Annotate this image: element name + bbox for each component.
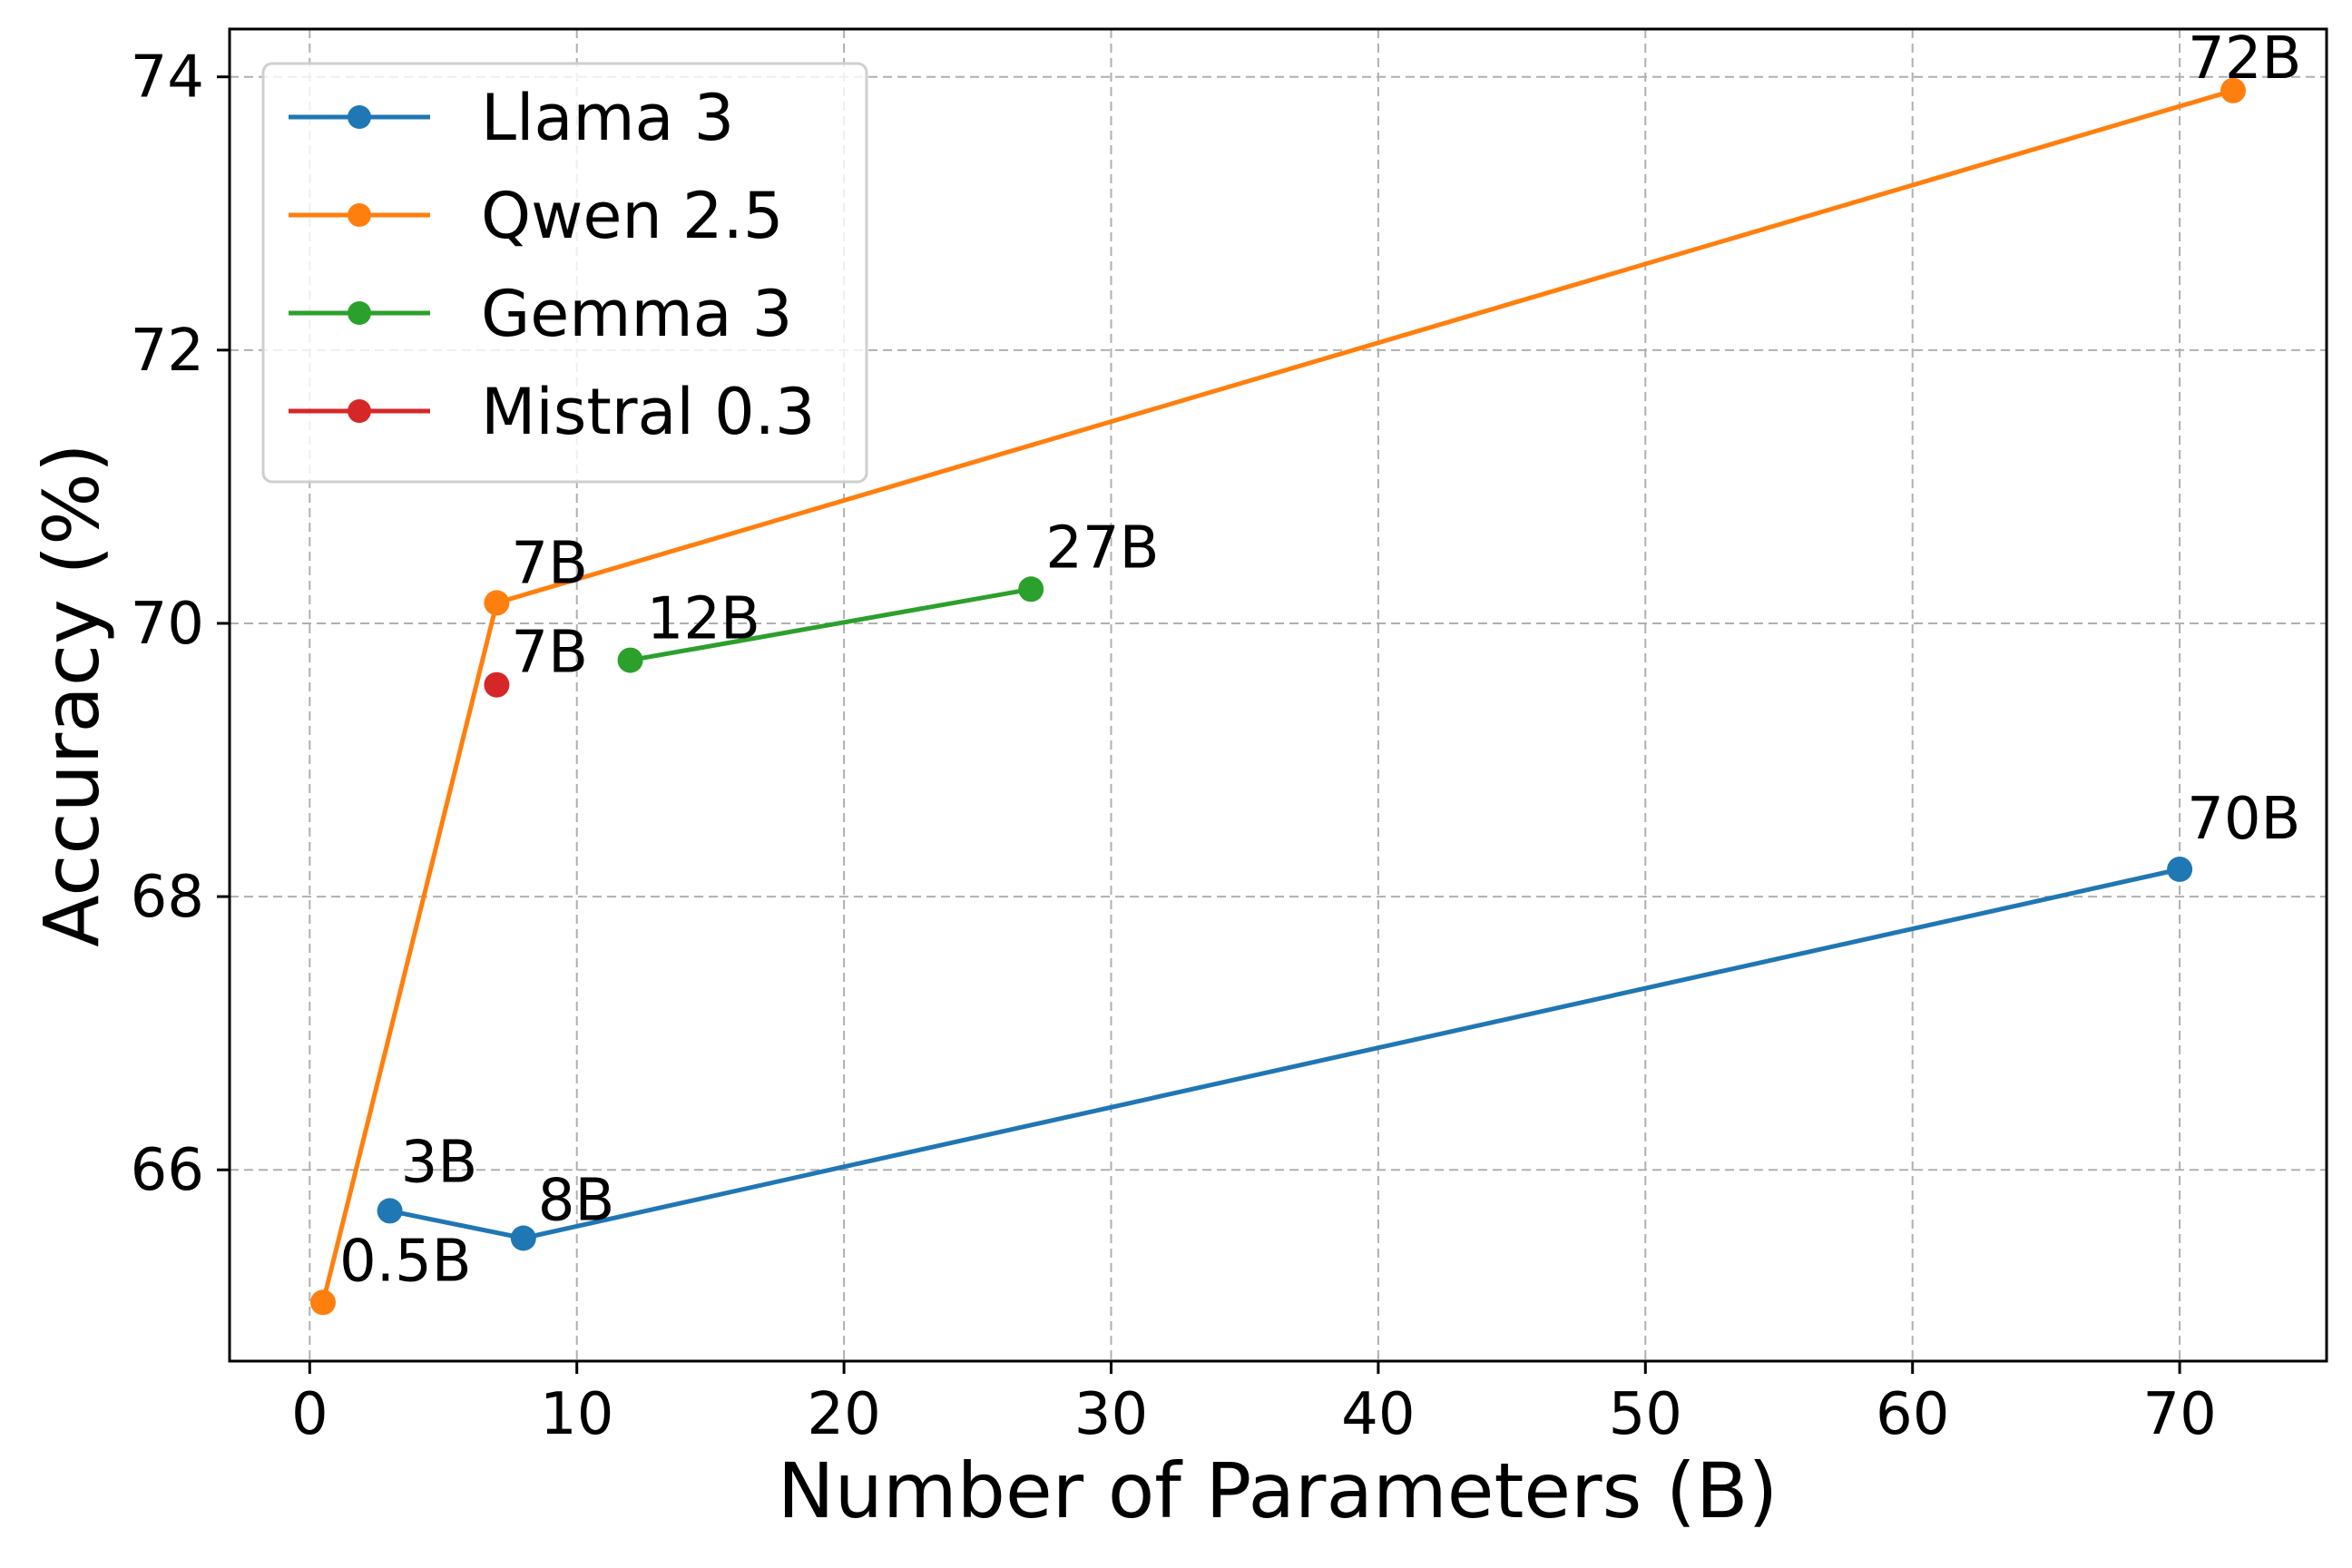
series-line-gemma-3: [628, 586, 1034, 663]
x-tick-label: 20: [807, 1381, 880, 1448]
data-point: [310, 1289, 336, 1316]
y-tick-label: 66: [131, 1137, 204, 1204]
y-axis-title: Accuracy (%): [27, 443, 116, 947]
data-point: [2167, 857, 2193, 882]
point-label: 72B: [2188, 25, 2301, 93]
plot-frame: [228, 27, 2328, 1363]
point-label: 0.5B: [339, 1228, 472, 1295]
y-tick-label: 74: [131, 44, 204, 112]
point-label: 7B: [511, 620, 588, 687]
legend-marker-qwen-2-5: [348, 203, 371, 227]
point-label-layer: 3B 8B 70B 0.5B 7B 72B 12B 27B 7B: [339, 25, 2301, 1296]
x-tick-label: 70: [2142, 1381, 2216, 1448]
y-tick-label: 72: [131, 318, 204, 385]
x-axis-title: Number of Parameters (B): [778, 1446, 1778, 1535]
data-point: [484, 671, 510, 698]
legend-marker-gemma-3: [348, 301, 371, 325]
data-point: [484, 590, 510, 616]
y-tick-label: 68: [131, 864, 204, 931]
series-line-llama-3: [387, 867, 2182, 1240]
legend-label-llama-3: Llama 3: [481, 81, 734, 155]
data-point: [377, 1198, 403, 1224]
x-tick-label: 50: [1609, 1381, 1682, 1448]
tick-layer: 0 10 20 30 40 50 60 70 66 68 70 72 74: [131, 44, 2217, 1448]
point-label: 3B: [401, 1129, 478, 1196]
y-tick-label: 70: [131, 591, 204, 658]
point-label: 70B: [2187, 786, 2300, 853]
legend-label-mistral-0-3: Mistral 0.3: [481, 375, 815, 449]
x-tick-label: 10: [540, 1381, 613, 1448]
data-point: [2220, 77, 2246, 103]
data-point: [1018, 576, 1044, 603]
point-label: 7B: [511, 530, 588, 597]
legend-label-gemma-3: Gemma 3: [481, 277, 792, 351]
legend-marker-llama-3: [348, 105, 371, 129]
series-layer: [310, 77, 2246, 1316]
legend-box: [261, 62, 868, 484]
x-tick-label: 60: [1876, 1381, 1949, 1448]
point-label: 8B: [538, 1168, 615, 1235]
legend-label-qwen-2-5: Qwen 2.5: [481, 179, 783, 253]
legend-marker-mistral-0-3: [348, 399, 371, 423]
legend: Llama 3 Qwen 2.5 Gemma 3 Mistral 0.3: [261, 62, 868, 484]
data-point: [617, 647, 643, 673]
x-tick-label: 0: [291, 1381, 328, 1448]
point-label: 12B: [647, 586, 760, 653]
data-point: [510, 1225, 536, 1251]
x-tick-label: 30: [1074, 1381, 1148, 1448]
x-tick-label: 40: [1341, 1381, 1415, 1448]
point-label: 27B: [1045, 514, 1159, 582]
